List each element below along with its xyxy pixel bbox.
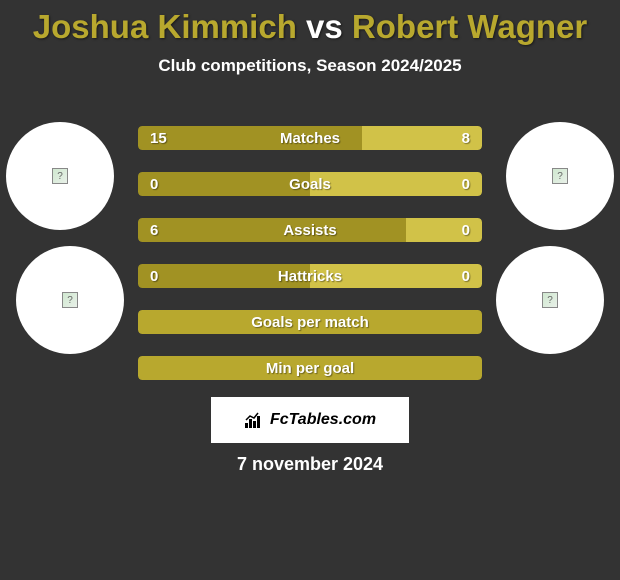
stat-label: Min per goal	[138, 356, 482, 380]
title: Joshua Kimmich vs Robert Wagner	[0, 0, 620, 46]
fctables-logo-icon	[244, 411, 264, 429]
image-placeholder-icon: ?	[542, 292, 558, 308]
image-placeholder-icon: ?	[52, 168, 68, 184]
footer-badge: FcTables.com	[211, 397, 409, 443]
stat-label: Assists	[138, 218, 482, 242]
stat-row: 158Matches	[138, 126, 482, 150]
stat-label: Goals per match	[138, 310, 482, 334]
stat-row: Min per goal	[138, 356, 482, 380]
player2-club-avatar: ?	[496, 246, 604, 354]
image-placeholder-icon: ?	[62, 292, 78, 308]
stat-label: Hattricks	[138, 264, 482, 288]
stat-row: Goals per match	[138, 310, 482, 334]
stat-row: 60Assists	[138, 218, 482, 242]
stat-row: 00Hattricks	[138, 264, 482, 288]
player1-avatar: ?	[6, 122, 114, 230]
subtitle: Club competitions, Season 2024/2025	[0, 56, 620, 76]
stats-area: 158Matches 00Goals 60Assists 00Hattricks Goa…	[138, 126, 482, 402]
comparison-card: Joshua Kimmich vs Robert Wagner Club com…	[0, 0, 620, 580]
stat-row: 00Goals	[138, 172, 482, 196]
vs-label: vs	[306, 8, 343, 45]
player2-name: Robert Wagner	[352, 8, 587, 45]
image-placeholder-icon: ?	[552, 168, 568, 184]
footer-text: FcTables.com	[270, 411, 376, 429]
player2-avatar: ?	[506, 122, 614, 230]
stat-label: Matches	[138, 126, 482, 150]
stat-label: Goals	[138, 172, 482, 196]
date: 7 november 2024	[0, 454, 620, 475]
player1-club-avatar: ?	[16, 246, 124, 354]
player1-name: Joshua Kimmich	[33, 8, 297, 45]
